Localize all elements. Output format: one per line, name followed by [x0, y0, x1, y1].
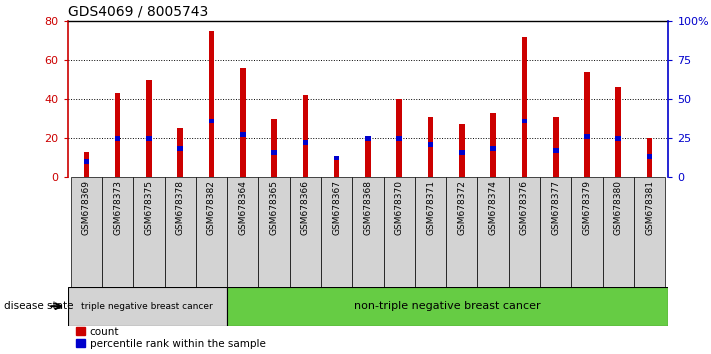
Bar — [177, 146, 183, 151]
Legend: count, percentile rank within the sample: count, percentile rank within the sample — [76, 327, 266, 349]
FancyBboxPatch shape — [70, 177, 102, 289]
Text: GSM678366: GSM678366 — [301, 180, 310, 235]
FancyBboxPatch shape — [540, 177, 572, 289]
FancyBboxPatch shape — [133, 177, 164, 289]
FancyBboxPatch shape — [196, 177, 227, 289]
Bar — [553, 148, 559, 153]
FancyBboxPatch shape — [289, 177, 321, 289]
Bar — [616, 87, 621, 177]
Bar — [584, 72, 590, 177]
Bar — [303, 95, 308, 177]
FancyBboxPatch shape — [227, 177, 258, 289]
Bar — [114, 136, 120, 141]
Bar — [272, 150, 277, 155]
Bar — [647, 154, 653, 159]
FancyBboxPatch shape — [258, 177, 289, 289]
Text: GSM678375: GSM678375 — [144, 180, 154, 235]
Bar — [303, 140, 308, 145]
Bar — [146, 136, 151, 141]
Bar — [522, 37, 528, 177]
FancyBboxPatch shape — [102, 177, 133, 289]
Text: GSM678379: GSM678379 — [582, 180, 592, 235]
Text: GSM678371: GSM678371 — [426, 180, 435, 235]
FancyBboxPatch shape — [509, 177, 540, 289]
Text: GDS4069 / 8005743: GDS4069 / 8005743 — [68, 5, 208, 19]
Bar — [428, 142, 433, 147]
Bar — [522, 119, 528, 124]
FancyBboxPatch shape — [478, 177, 509, 289]
Bar — [397, 99, 402, 177]
Text: GSM678381: GSM678381 — [645, 180, 654, 235]
Bar — [584, 134, 590, 139]
Bar — [208, 119, 214, 124]
Bar — [240, 68, 245, 177]
Bar — [428, 117, 433, 177]
Bar — [459, 124, 464, 177]
Bar — [240, 132, 245, 137]
Bar — [146, 80, 151, 177]
FancyBboxPatch shape — [384, 177, 415, 289]
Bar — [177, 128, 183, 177]
Bar — [397, 136, 402, 141]
Text: GSM678372: GSM678372 — [457, 180, 466, 235]
Bar — [83, 152, 89, 177]
FancyBboxPatch shape — [572, 177, 603, 289]
Text: disease state: disease state — [4, 301, 73, 311]
Text: triple negative breast cancer: triple negative breast cancer — [82, 302, 213, 311]
FancyBboxPatch shape — [164, 177, 196, 289]
Bar — [491, 146, 496, 151]
Text: GSM678377: GSM678377 — [551, 180, 560, 235]
Text: non-triple negative breast cancer: non-triple negative breast cancer — [354, 301, 541, 311]
FancyBboxPatch shape — [227, 287, 668, 326]
Bar — [114, 93, 120, 177]
Text: GSM678382: GSM678382 — [207, 180, 216, 235]
FancyBboxPatch shape — [415, 177, 447, 289]
FancyBboxPatch shape — [68, 287, 227, 326]
Text: GSM678370: GSM678370 — [395, 180, 404, 235]
Bar — [334, 158, 339, 177]
Bar — [616, 136, 621, 141]
Text: GSM678368: GSM678368 — [363, 180, 373, 235]
Text: GSM678369: GSM678369 — [82, 180, 91, 235]
Text: GSM678378: GSM678378 — [176, 180, 185, 235]
Text: GSM678365: GSM678365 — [269, 180, 279, 235]
Bar — [365, 136, 370, 141]
Text: GSM678373: GSM678373 — [113, 180, 122, 235]
Bar — [491, 113, 496, 177]
FancyBboxPatch shape — [321, 177, 352, 289]
Text: GSM678367: GSM678367 — [332, 180, 341, 235]
Text: GSM678380: GSM678380 — [614, 180, 623, 235]
FancyBboxPatch shape — [352, 177, 384, 289]
FancyBboxPatch shape — [603, 177, 634, 289]
Bar — [272, 119, 277, 177]
Bar — [647, 138, 653, 177]
Text: GSM678376: GSM678376 — [520, 180, 529, 235]
Bar — [83, 159, 89, 164]
Bar — [334, 156, 339, 160]
FancyBboxPatch shape — [447, 177, 478, 289]
Bar — [365, 138, 370, 177]
Bar — [459, 150, 464, 155]
Text: GSM678374: GSM678374 — [488, 180, 498, 235]
FancyBboxPatch shape — [634, 177, 665, 289]
Text: GSM678364: GSM678364 — [238, 180, 247, 235]
Bar — [208, 31, 214, 177]
Bar — [553, 117, 559, 177]
